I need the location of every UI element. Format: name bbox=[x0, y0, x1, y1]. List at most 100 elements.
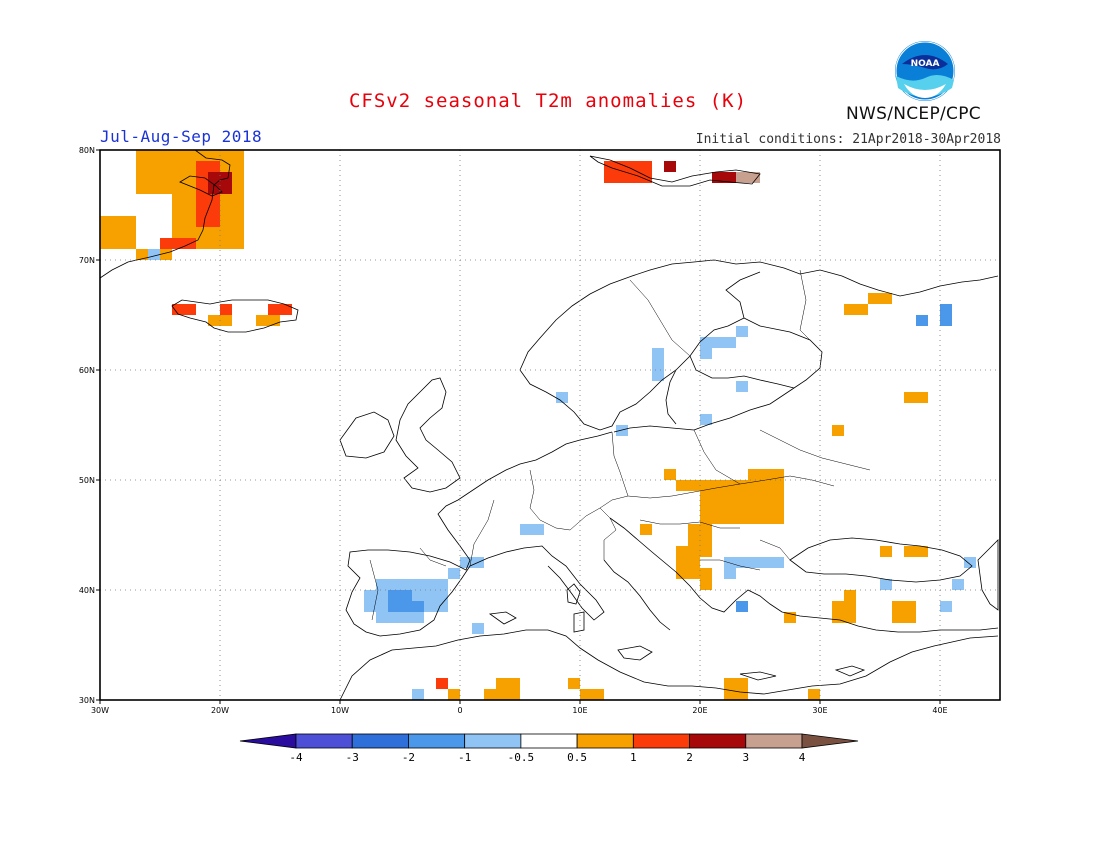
forecast-period: Jul-Aug-Sep 2018 bbox=[100, 127, 263, 146]
anomaly-cell-cool_1_2 bbox=[736, 601, 748, 612]
agency-label: NWS/NCEP/CPC bbox=[846, 104, 981, 124]
anomaly-cell-warm_05_1 bbox=[880, 546, 892, 557]
colorbar-low-arrow bbox=[239, 733, 297, 749]
anomaly-cell-warm_05_1 bbox=[748, 469, 784, 524]
anomaly-cell-warm_1_2 bbox=[268, 304, 292, 315]
lon-tick-label: 0 bbox=[457, 706, 462, 715]
anomaly-cell-cool_05_1 bbox=[724, 568, 736, 579]
anomaly-cell-cool_05_1 bbox=[460, 557, 484, 568]
anomaly-cell-warm_05_1 bbox=[868, 293, 892, 304]
lat-tick-label: 40N bbox=[79, 586, 95, 595]
anomaly-cell-warm_05_1 bbox=[100, 216, 136, 249]
axis-ticks bbox=[96, 149, 941, 704]
anomaly-cell-warm_05_1 bbox=[700, 568, 712, 590]
lat-tick-label: 80N bbox=[79, 146, 95, 155]
anomaly-cell-cool_05_1 bbox=[412, 689, 424, 700]
colorbar-label: -3 bbox=[346, 751, 359, 764]
anomaly-cell-warm_05_1 bbox=[832, 601, 856, 623]
lat-tick-label: 30N bbox=[79, 696, 95, 705]
anomaly-cell-cool_1_2 bbox=[940, 304, 952, 326]
anomaly-cell-warm_05_1 bbox=[568, 678, 580, 689]
noaa-logo: NOAA bbox=[895, 41, 955, 101]
colorbar-label: -1 bbox=[458, 751, 471, 764]
colorbar-box bbox=[689, 733, 747, 749]
lon-tick-label: 10E bbox=[572, 706, 587, 715]
colorbar-labels: -4 -3 -2 -1 -0.5 0.5 1 2 3 4 bbox=[289, 751, 805, 764]
colorbar-box bbox=[351, 733, 409, 749]
axis-tick-labels: 30W 20W 10W 0 10E 20E 30E 40E 30N 40N 50N 60N 70N 80N bbox=[79, 146, 948, 715]
anomaly-cell-warm_1_2 bbox=[436, 678, 448, 689]
anomaly-cell-warm_05_1 bbox=[580, 689, 604, 700]
anomaly-cell-warm_2_3 bbox=[664, 161, 676, 172]
lon-tick-label: 30E bbox=[812, 706, 827, 715]
colorbar-label: -4 bbox=[289, 751, 303, 764]
anomaly-cell-warm_1_2 bbox=[604, 161, 652, 183]
coastlines bbox=[99, 149, 999, 701]
map-border bbox=[99, 149, 1001, 701]
colorbar-label: -2 bbox=[402, 751, 415, 764]
anomaly-cell-cool_05_1 bbox=[952, 579, 964, 590]
anomaly-cell-cool_05_1 bbox=[736, 381, 748, 392]
colorbar-box bbox=[408, 733, 466, 749]
anomaly-cell-cool_05_1 bbox=[520, 524, 544, 535]
anomaly-cell-warm_05_1 bbox=[676, 480, 748, 491]
colorbar-box bbox=[632, 733, 690, 749]
anomaly-cells bbox=[100, 150, 976, 700]
anomaly-cell-warm_1_2 bbox=[160, 238, 196, 249]
lon-tick-label: 20W bbox=[211, 706, 229, 715]
anomaly-cell-warm_05_1 bbox=[784, 612, 796, 623]
anomaly-cell-warm_05_1 bbox=[664, 469, 676, 480]
anomaly-cell-warm_05_1 bbox=[844, 590, 856, 601]
svg-text:NOAA: NOAA bbox=[911, 59, 940, 69]
anomaly-cell-warm_05_1 bbox=[448, 689, 460, 700]
anomaly-cell-warm_05_1 bbox=[676, 546, 700, 579]
anomaly-cell-warm_1_2 bbox=[172, 304, 196, 315]
anomaly-cell-cool_05_1 bbox=[880, 579, 892, 590]
anomaly-cell-warm_05_1 bbox=[484, 689, 520, 700]
anomaly-cell-warm_05_1 bbox=[640, 524, 652, 535]
map-title: CFSv2 seasonal T2m anomalies (K) bbox=[348, 90, 748, 112]
colorbar-box bbox=[520, 733, 578, 749]
lon-tick-label: 40E bbox=[932, 706, 947, 715]
anomaly-cell-cool_1_2 bbox=[916, 315, 928, 326]
colorbar-high-arrow bbox=[801, 733, 859, 749]
anomaly-cell-warm_05_1 bbox=[496, 678, 520, 689]
lat-tick-label: 70N bbox=[79, 256, 95, 265]
anomaly-cell-cool_05_1 bbox=[424, 579, 448, 612]
anomaly-cell-cool_05_1 bbox=[964, 557, 976, 568]
anomaly-cell-warm_05_1 bbox=[832, 425, 844, 436]
colorbar-box bbox=[295, 733, 353, 749]
anomaly-cell-cool_05_1 bbox=[724, 557, 784, 568]
colorbar-box bbox=[464, 733, 522, 749]
map-grid bbox=[100, 150, 1000, 700]
anomaly-cell-cool_05_1 bbox=[364, 590, 376, 612]
anomaly-cell-warm_05_1 bbox=[136, 150, 172, 194]
anomaly-cell-warm_05_1 bbox=[256, 315, 280, 326]
anomaly-cell-warm_05_1 bbox=[808, 689, 820, 700]
anomaly-cell-warm_05_1 bbox=[892, 601, 916, 623]
anomaly-cell-warm_05_1 bbox=[844, 304, 868, 315]
colorbar-label: 4 bbox=[799, 751, 806, 764]
colorbar-label: 0.5 bbox=[567, 751, 587, 764]
lon-tick-label: 20E bbox=[692, 706, 707, 715]
anomaly-cell-cool_05_1 bbox=[472, 623, 484, 634]
lat-tick-label: 50N bbox=[79, 476, 95, 485]
anomaly-cell-cool_05_1 bbox=[652, 348, 664, 381]
anomaly-cell-cool_05_1 bbox=[616, 425, 628, 436]
lon-tick-label: 10W bbox=[331, 706, 349, 715]
anomaly-cell-cool_05_1 bbox=[448, 568, 460, 579]
initial-conditions: Initial conditions: 21Apr2018-30Apr2018 bbox=[695, 132, 1001, 147]
colorbar-box bbox=[745, 733, 803, 749]
anomaly-cell-cool_05_1 bbox=[736, 326, 748, 337]
anomaly-cell-warm_2_3 bbox=[208, 172, 232, 194]
anomaly-cell-cool_05_1 bbox=[712, 337, 736, 348]
anomaly-cell-cool_1_2 bbox=[388, 590, 412, 612]
anomaly-cell-cool_05_1 bbox=[700, 337, 712, 359]
anomaly-cell-warm_05_1 bbox=[724, 678, 748, 700]
colorbar-label: -0.5 bbox=[508, 751, 535, 764]
anomaly-cell-cool_05_1 bbox=[700, 414, 712, 425]
anomaly-cell-warm_05_1 bbox=[904, 392, 928, 403]
colorbar-label: 1 bbox=[630, 751, 637, 764]
anomaly-cell-cool_1_2 bbox=[412, 601, 424, 612]
colorbar-label: 2 bbox=[686, 751, 693, 764]
